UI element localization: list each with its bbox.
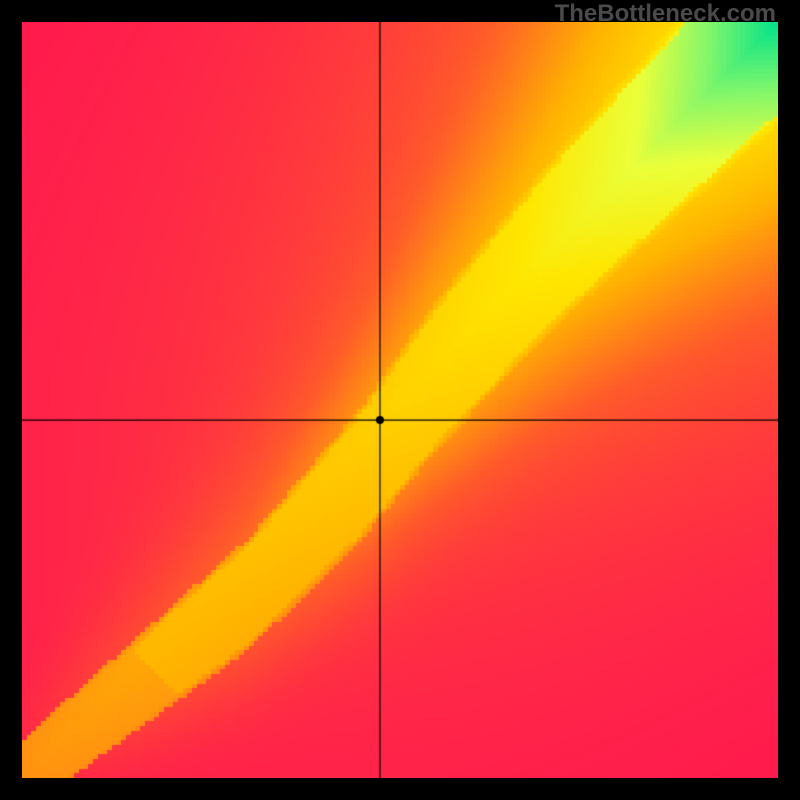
chart-container: TheBottleneck.com <box>0 0 800 800</box>
watermark-text: TheBottleneck.com <box>555 0 776 28</box>
bottleneck-heatmap <box>22 22 778 778</box>
